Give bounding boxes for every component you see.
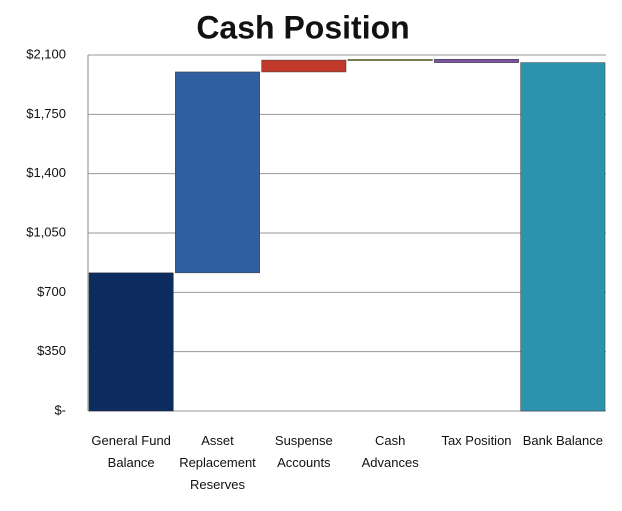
bar bbox=[434, 58, 519, 63]
x-tick-label: Cash Advances bbox=[361, 433, 419, 470]
y-tick-label: $1,750 bbox=[26, 106, 66, 121]
y-tick-label: $2,100 bbox=[26, 46, 66, 61]
x-tick-label: Asset Replacement Reserves bbox=[179, 433, 256, 492]
chart-title: Cash Position bbox=[196, 9, 409, 45]
y-tick-label: $700 bbox=[37, 284, 66, 299]
y-tick-label: $1,400 bbox=[26, 165, 66, 180]
x-tick-label: General Fund Balance bbox=[91, 433, 171, 470]
bar bbox=[261, 59, 347, 73]
y-tick-label: $1,050 bbox=[26, 224, 66, 239]
bar bbox=[88, 272, 174, 412]
bar bbox=[347, 58, 433, 61]
x-tick-label: Suspense Accounts bbox=[274, 433, 333, 470]
y-tick-label: $350 bbox=[37, 343, 66, 358]
x-tick-label: Tax Position bbox=[441, 433, 512, 448]
bar bbox=[520, 62, 606, 412]
bar bbox=[175, 71, 260, 274]
x-tick-label: Bank Balance bbox=[522, 433, 603, 448]
y-tick-label: $- bbox=[54, 402, 66, 417]
